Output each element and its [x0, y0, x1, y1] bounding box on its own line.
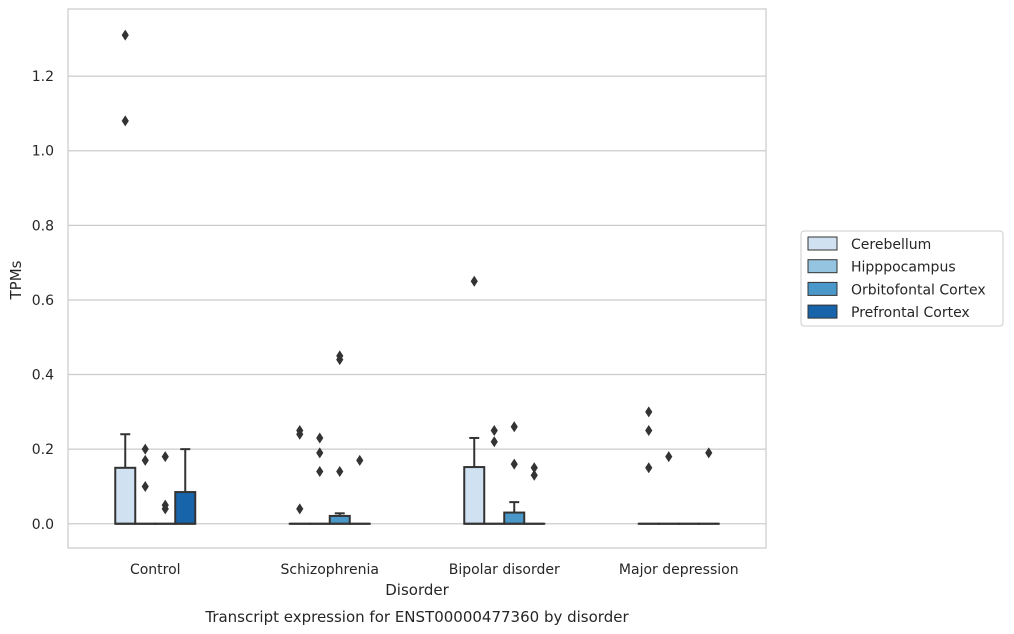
box-body: [328, 514, 351, 525]
outlier-point: [356, 454, 364, 466]
outlier-point: [645, 462, 653, 474]
legend-swatch: [807, 259, 838, 274]
y-axis-title: TPMs: [7, 260, 25, 300]
y-tick-label: 0.4: [32, 368, 54, 384]
box-prefrontal-cortex: [697, 447, 720, 525]
plot-area-frame: [67, 8, 767, 549]
chart-title: Transcript expression for ENST0000047736…: [204, 608, 629, 626]
outlier-point: [336, 354, 344, 366]
outlier-point: [161, 451, 169, 463]
legend-label: Orbitofontal Cortex: [851, 282, 986, 298]
legend-swatch: [807, 304, 838, 319]
y-tick-label: 0.2: [32, 442, 54, 458]
outlier-point: [510, 458, 518, 470]
x-axis-title: Disorder: [385, 581, 449, 599]
box-orbitofontal-cortex: [328, 350, 351, 525]
x-tick-label: Major depression: [619, 562, 739, 578]
outlier-point: [141, 454, 149, 466]
outlier-point: [316, 466, 324, 478]
legend-label: Prefrontal Cortex: [851, 305, 970, 321]
x-tick-label: Control: [130, 562, 181, 578]
box-body: [463, 466, 486, 525]
x-tick-label: Bipolar disorder: [449, 562, 560, 578]
box-hipppocampus: [134, 443, 157, 525]
outlier-point: [510, 421, 518, 433]
x-tick-labels: Control Schizophrenia Bipolar disorder Majo…: [130, 562, 739, 578]
y-tick-label: 1.0: [32, 144, 54, 160]
outlier-point: [705, 447, 713, 459]
outlier-point: [141, 480, 149, 492]
x-tick-label: Schizophrenia: [281, 562, 379, 578]
legend-label: Hipppocampus: [851, 260, 956, 276]
legend-swatch: [807, 236, 838, 251]
outlier-point: [121, 115, 129, 127]
box-prefrontal-cortex: [523, 462, 546, 525]
outlier-point: [490, 436, 498, 448]
outlier-point: [161, 503, 169, 515]
y-tick-labels: 0.0 0.2 0.4 0.6 0.8 1.0 1.2: [32, 69, 54, 533]
legend-label: Cerebellum: [851, 237, 931, 253]
outlier-point: [645, 425, 653, 437]
box-hipppocampus: [483, 425, 506, 525]
box-orbitofontal-cortex: [503, 421, 526, 525]
y-tick-label: 1.2: [32, 69, 54, 85]
outlier-point: [470, 275, 478, 287]
legend: Cerebellum Hipppocampus Orbitofontal Corte…: [800, 230, 1004, 327]
outlier-point: [316, 447, 324, 459]
legend-frame: [800, 230, 1004, 327]
box-cerebellum: [463, 275, 486, 525]
box-body: [174, 491, 197, 525]
outlier-point: [530, 462, 538, 474]
outlier-point: [316, 432, 324, 444]
outlier-point: [336, 466, 344, 478]
y-tick-label: 0.8: [32, 218, 54, 234]
box-body: [114, 466, 137, 525]
outlier-point: [141, 443, 149, 455]
box-cerebellum: [288, 425, 311, 525]
y-tick-label: 0.0: [32, 517, 54, 533]
plot-area-background: [68, 9, 766, 548]
box-prefrontal-cortex: [348, 454, 371, 525]
outlier-point: [530, 469, 538, 481]
box-series: [114, 29, 720, 525]
y-tick-label: 0.6: [32, 293, 54, 309]
outlier-point: [121, 29, 129, 41]
outlier-point: [665, 451, 673, 463]
outlier-point: [645, 406, 653, 418]
legend-swatch: [807, 281, 838, 296]
outlier-point: [296, 503, 304, 515]
box-prefrontal-cortex: [174, 448, 197, 525]
box-body: [503, 511, 526, 525]
outlier-point: [296, 428, 304, 440]
box-cerebellum: [114, 29, 137, 525]
outlier-point: [490, 425, 498, 437]
